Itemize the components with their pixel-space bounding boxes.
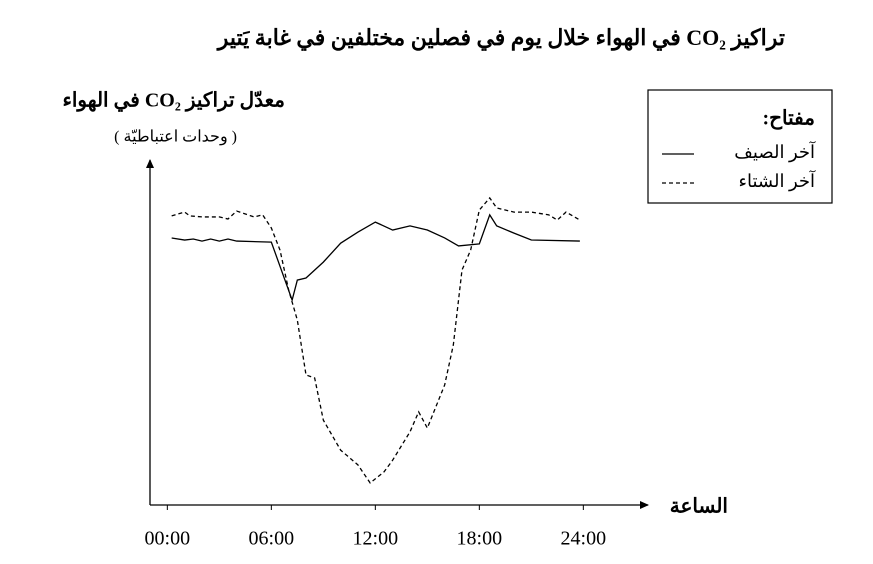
x-tick-label: 18:00 (457, 528, 503, 550)
series-line (171, 196, 581, 484)
legend: مفتاح: آخر الصيف آخر الشتاء (647, 89, 833, 204)
x-tick-label: 06:00 (249, 528, 295, 550)
y-axis-unit: ( وحدات اعتباطيّة ) (114, 129, 237, 146)
legend-label: آخر الشتاء (739, 170, 816, 192)
legend-label: آخر الصيف (734, 141, 816, 163)
x-tick-label: 12:00 (353, 528, 399, 550)
series-line (171, 213, 580, 303)
y-axis-label: معدّل تراكيز CO₂ في الهواء (62, 90, 285, 113)
x-tick-label: 00:00 (145, 528, 191, 550)
chart-title: تراكيز CO₂ في الهواء خلال يوم في فصلين م… (216, 25, 785, 51)
legend-title: مفتاح: (762, 108, 815, 131)
legend-box (647, 89, 833, 204)
x-tick-label: 24:00 (561, 528, 607, 550)
x-axis-label: الساعة (670, 496, 728, 518)
